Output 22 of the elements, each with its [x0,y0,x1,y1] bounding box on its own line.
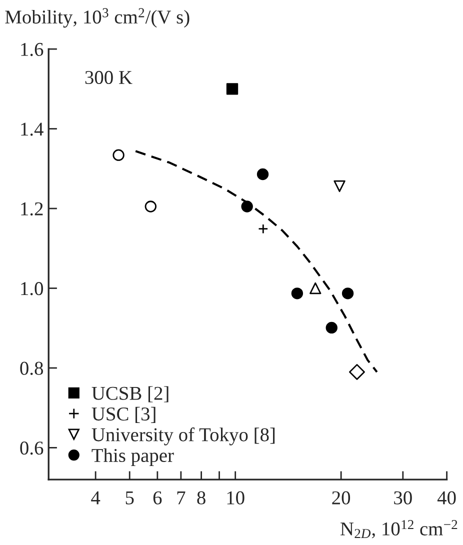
x-tick-label: 20 [332,491,350,504]
y-tick-label: 1.4 [21,122,44,136]
x-tick-label: 10 [227,491,244,504]
x-tick-label: 8 [197,491,206,504]
x-tick-label: 6 [153,491,162,504]
annotation: 300 K [85,70,132,84]
y-tick-label: 1.6 [21,42,44,56]
x-tick-label: 7 [177,491,186,504]
x-tick-label: 40 [437,491,456,504]
legend-label: University of Tokyo [8] [92,427,275,446]
y-tick-label: 0.6 [20,442,44,455]
legend-label: UCSB [2] [92,386,168,402]
y-tick-label: 1.2 [21,202,43,216]
x-axis-title: N$_{2D}$, 10$^{12}$ cm$^{−2}$ [340,520,458,538]
y-axis-title: Mobility, 10$^{3}$ cm$^{2}$/(V s) [5,8,190,28]
y-tick-label: 0.8 [20,362,44,375]
x-tick-label: 30 [394,491,412,504]
x-tick-label: 5 [126,491,134,504]
y-tick-label: 1.0 [21,282,44,296]
legend-label: This paper [92,448,174,466]
legend-label: USC [3] [92,406,156,423]
x-tick-label: 4 [91,491,100,504]
